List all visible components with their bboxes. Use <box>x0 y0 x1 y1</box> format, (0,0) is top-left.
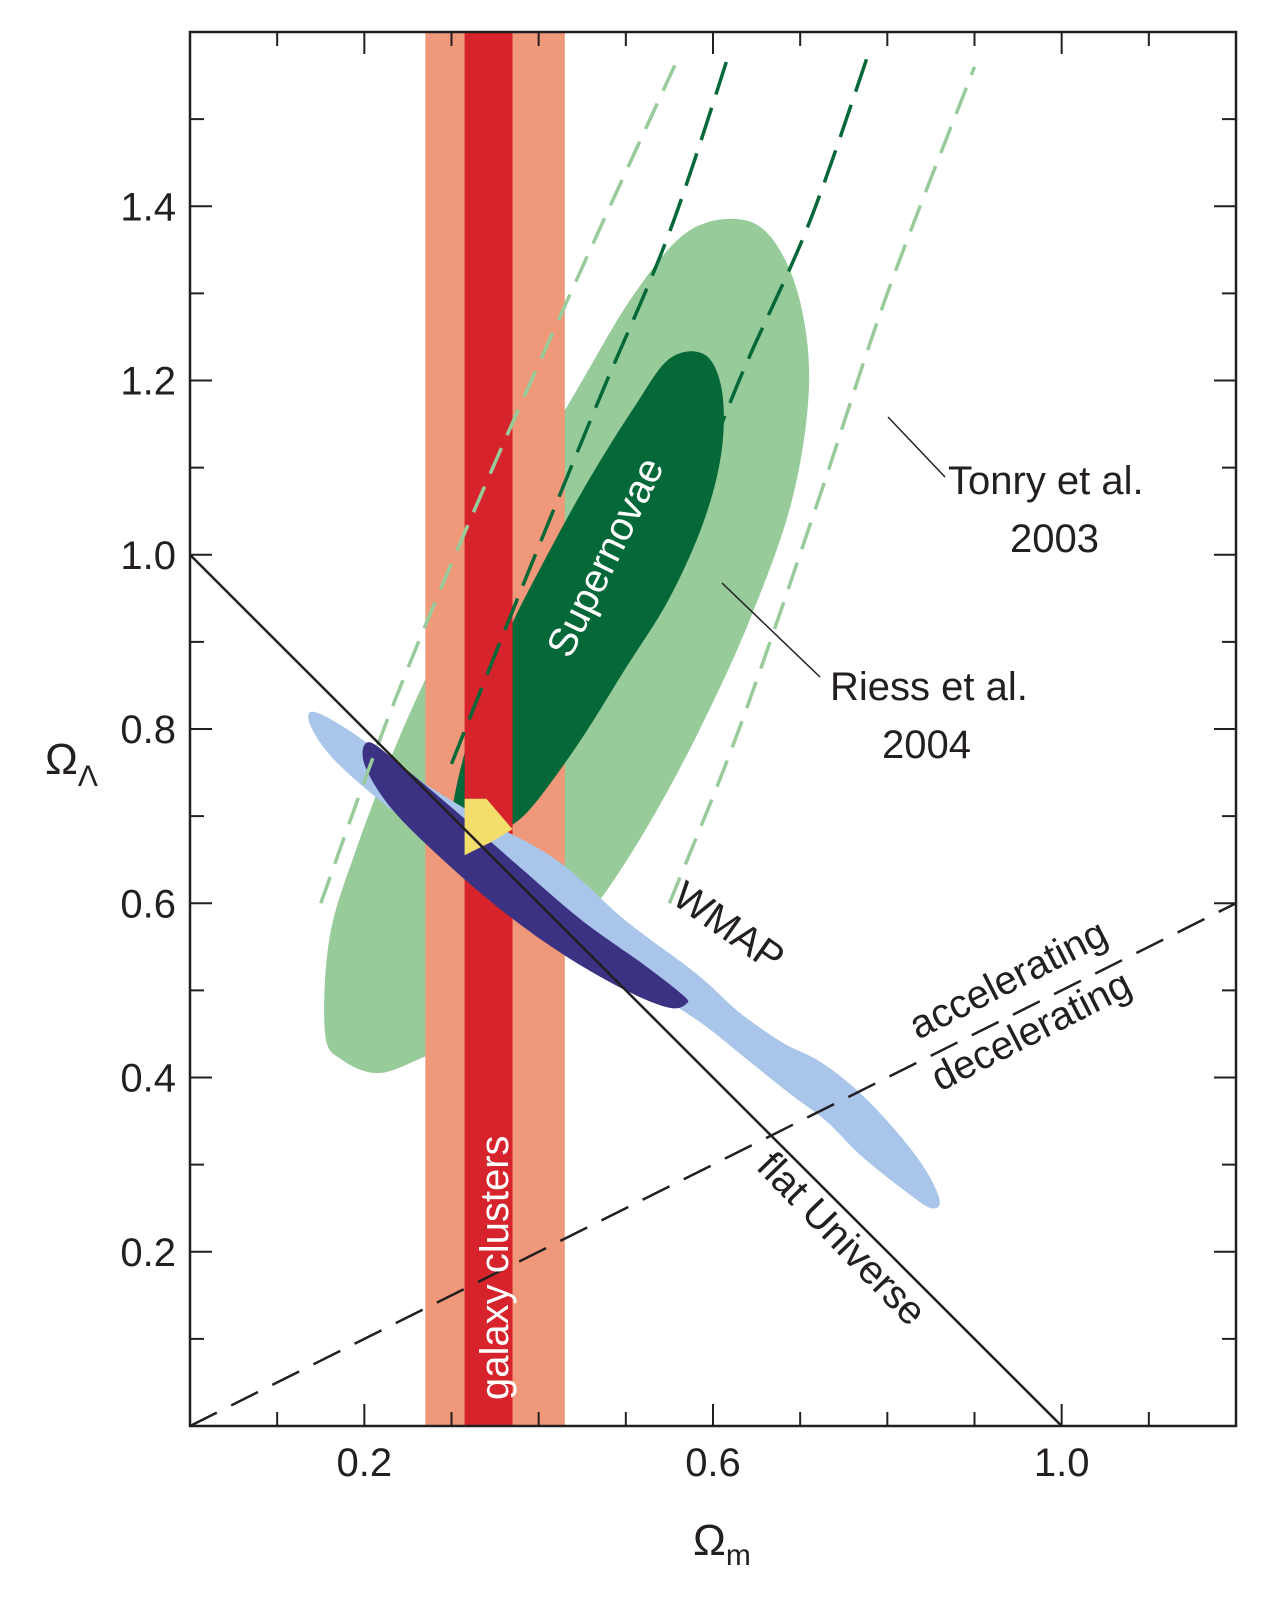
accel-decel-boundary-line <box>190 902 1236 1426</box>
y-tick-label: 1.2 <box>120 360 176 404</box>
x-axis-title-subscript: m <box>726 1539 751 1572</box>
tonry-dashed-line-1 <box>319 57 680 904</box>
x-tick-label: 0.2 <box>337 1441 393 1485</box>
y-tick-label: 0.8 <box>120 708 176 752</box>
y-axis-title-subscript: Λ <box>78 760 98 793</box>
galaxy-clusters-label: galaxy clusters <box>473 1135 517 1400</box>
tonry-label-line1: Tonry et al. <box>948 459 1144 503</box>
x-tick-label: 1.0 <box>1034 1441 1090 1485</box>
x-tick-label: 0.6 <box>685 1441 741 1485</box>
supernovae-inner-contour <box>451 351 724 844</box>
riess-dashed-line-1 <box>449 48 733 765</box>
tonry-dashed-line-2 <box>667 66 977 904</box>
plot-region-layer <box>190 32 1236 1426</box>
riess-dashed-line-2 <box>676 48 872 538</box>
y-tick-label: 1.4 <box>120 185 176 229</box>
flat-universe-line <box>190 553 1063 1426</box>
galaxy-clusters-inner-band <box>464 32 513 1426</box>
y-tick-label: 1.0 <box>120 534 176 578</box>
y-axis-title: ΩΛ <box>45 735 98 793</box>
riess-leader-line <box>721 582 821 678</box>
tonry-leader-line <box>887 416 946 478</box>
riess-label-line2: 2004 <box>882 723 971 767</box>
riess-label-line1: Riess et al. <box>830 665 1028 709</box>
y-tick-label: 0.6 <box>120 882 176 926</box>
x-axis-title: Ωm <box>693 1516 751 1572</box>
tonry-label-line2: 2003 <box>1010 517 1099 561</box>
y-tick-label: 0.2 <box>120 1231 176 1275</box>
y-tick-label: 0.4 <box>120 1057 176 1101</box>
axis-tick-layer: 0.2 0.6 1.0 0.2 0.4 0.6 0.8 1.0 1.2 1.4 <box>120 32 1236 1485</box>
